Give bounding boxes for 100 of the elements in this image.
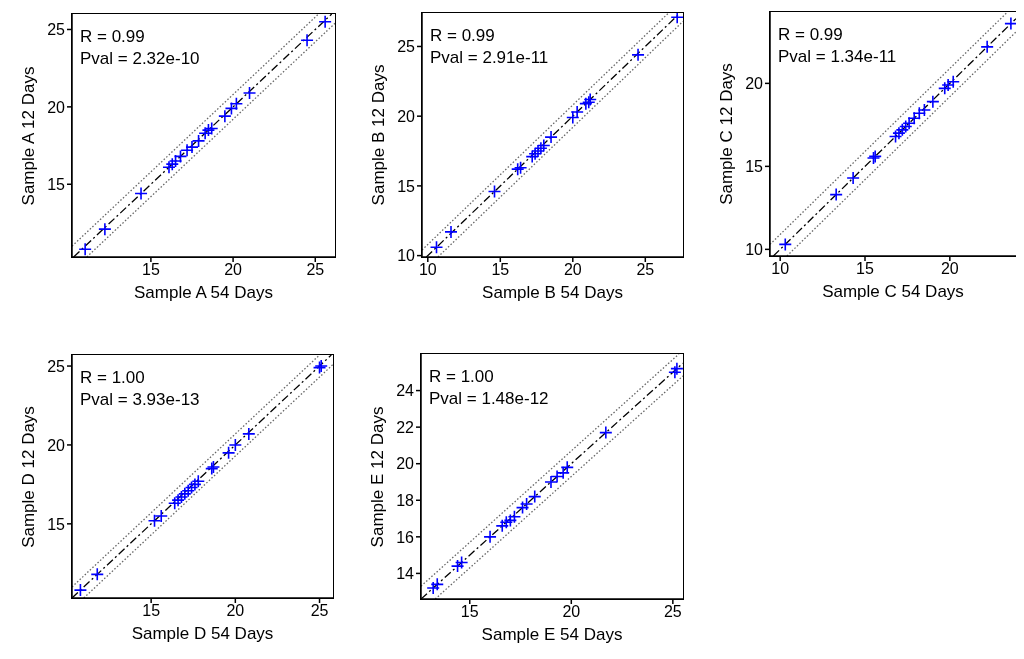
point (631, 48, 645, 62)
point (550, 469, 564, 484)
x-tick-label: 10 (418, 261, 437, 279)
point (147, 513, 162, 528)
point (300, 33, 314, 48)
point (946, 74, 961, 89)
point (318, 14, 332, 29)
point (902, 116, 916, 131)
point (73, 583, 88, 597)
point (570, 105, 584, 119)
point (566, 110, 580, 125)
point (224, 101, 239, 116)
point (483, 530, 497, 544)
y-tick-label: 15 (47, 175, 66, 193)
y-tick-label: 20 (745, 75, 764, 93)
point (228, 438, 243, 452)
x-tick-label: 20 (226, 602, 245, 620)
y-tick-label: 15 (47, 515, 66, 533)
point (188, 477, 202, 492)
point (218, 109, 232, 123)
point (429, 240, 444, 255)
point (912, 106, 927, 121)
y-tick-label: 15 (745, 158, 764, 176)
point (198, 126, 212, 140)
y-tick-label: 15 (397, 177, 416, 195)
point (846, 171, 860, 185)
point (185, 140, 199, 154)
point (670, 13, 683, 24)
x-tick-label: 15 (856, 260, 875, 278)
x-tick-label: 15 (142, 261, 160, 279)
x-tick-label: 25 (306, 261, 325, 279)
x-axis-title: Sample B 54 Days (481, 283, 624, 303)
annotation: R = 0.99 (430, 25, 496, 47)
y-axis-title: Sample E 12 Days (368, 406, 388, 547)
annotation: Pval = 2.32e-10 (80, 48, 200, 70)
y-tick-label: 20 (397, 107, 416, 125)
point (898, 119, 913, 134)
point (178, 487, 192, 501)
point (778, 237, 793, 252)
point (527, 489, 542, 504)
point (892, 126, 906, 140)
annotation: R = 0.99 (80, 26, 146, 48)
point (599, 425, 613, 440)
annotation: Pval = 1.48e-12 (429, 388, 549, 410)
point (167, 496, 182, 511)
x-tick-label: 20 (562, 603, 581, 621)
point (499, 515, 514, 530)
point (454, 555, 469, 570)
y-tick-label: 20 (47, 436, 66, 454)
point (78, 242, 92, 257)
point (426, 581, 440, 595)
point (181, 483, 195, 498)
y-axis-title: Sample B 12 Days (369, 64, 389, 206)
x-tick-label: 25 (310, 602, 329, 620)
point (556, 466, 570, 480)
point (829, 187, 843, 202)
annotation: Pval = 1.34e-11 (778, 46, 897, 68)
point (242, 427, 256, 441)
annotation: Pval = 2.91e-11 (430, 47, 549, 69)
point (191, 134, 206, 148)
point (980, 40, 994, 54)
point (544, 475, 558, 489)
y-tick-label: 25 (397, 38, 416, 56)
x-tick-label: 20 (224, 261, 243, 279)
point (544, 130, 558, 144)
point (173, 149, 188, 164)
x-axis-title: Sample D 54 Days (130, 624, 275, 644)
point (174, 490, 189, 504)
annotation: Pval = 3.93e-13 (80, 389, 200, 411)
point (487, 184, 502, 199)
point (519, 497, 534, 511)
point (895, 123, 910, 137)
annotation: R = 0.99 (778, 24, 844, 46)
point (515, 500, 530, 515)
point (670, 361, 683, 376)
point (221, 446, 236, 460)
x-tick-label: 15 (491, 261, 510, 279)
x-axis-title: Sample A 54 Days (133, 283, 274, 303)
point (444, 225, 458, 239)
y-tick-label: 16 (396, 528, 415, 546)
point (888, 129, 903, 144)
y-tick-label: 18 (396, 491, 415, 509)
y-tick-label: 25 (47, 21, 66, 39)
y-tick-label: 14 (396, 565, 415, 583)
point (134, 186, 148, 201)
point (503, 513, 518, 528)
y-tick-label: 10 (397, 247, 416, 265)
x-tick-label: 10 (771, 260, 790, 278)
point (242, 86, 257, 100)
x-axis-title: Sample C 54 Days (821, 282, 965, 302)
point (229, 96, 244, 111)
point (937, 81, 952, 96)
point (926, 94, 940, 109)
point (668, 365, 682, 380)
x-tick-label: 15 (142, 602, 161, 620)
y-tick-label: 20 (47, 98, 66, 116)
point (917, 103, 932, 117)
x-tick-label: 20 (940, 260, 959, 278)
point (184, 480, 199, 495)
point (180, 143, 194, 157)
